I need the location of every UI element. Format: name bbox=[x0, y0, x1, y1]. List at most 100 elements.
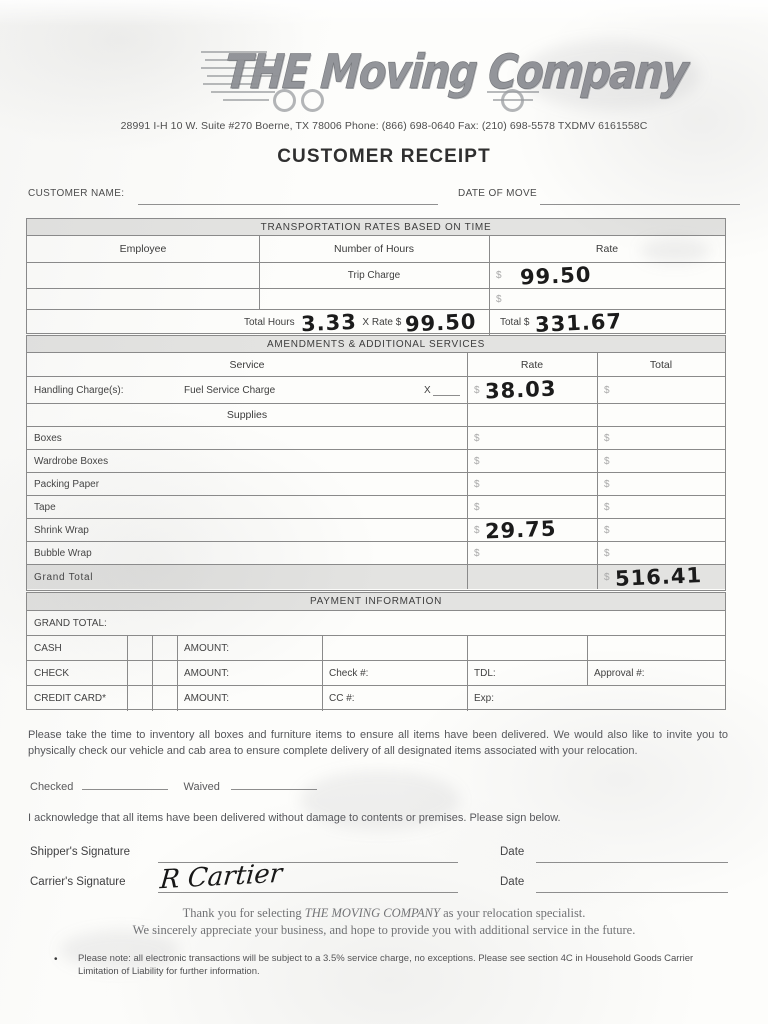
supply-total-currency-symbol: $ bbox=[604, 432, 610, 444]
supply-rate-currency-symbol: $ bbox=[474, 478, 480, 490]
supply-total-cell[interactable]: $ bbox=[597, 496, 725, 518]
payment-band: PAYMENT INFORMATION bbox=[27, 593, 725, 611]
handling-rate-cell[interactable]: $ 38.03 bbox=[467, 376, 597, 403]
payment-grand-total-label: GRAND TOTAL: bbox=[34, 617, 107, 629]
carrier-signature-label: Carrier's Signature bbox=[30, 876, 126, 888]
supplies-subheader-row: Supplies bbox=[27, 404, 725, 427]
electronic-transaction-note-text: Please note: all electronic transactions… bbox=[78, 953, 694, 977]
supply-rate-cell[interactable]: $ bbox=[467, 496, 597, 518]
carrier-signature-value: R Cartier bbox=[158, 858, 284, 896]
payment-approval-group[interactable]: Approval #: bbox=[587, 661, 725, 685]
payment-ref-group[interactable]: Check #: bbox=[322, 661, 467, 685]
customer-name-label: CUSTOMER NAME: bbox=[28, 188, 125, 199]
transportation-row-trip-charge: Trip Charge $ 99.50 bbox=[27, 262, 725, 289]
supply-total-cell[interactable]: $ bbox=[597, 542, 725, 564]
total-hours-group: Total Hours 3.33 X Rate $ 99.50 bbox=[237, 309, 489, 336]
column-header-rate: Rate bbox=[595, 243, 619, 255]
company-address: 28991 I-H 10 W. Suite #270 Boerne, TX 78… bbox=[120, 120, 648, 132]
rate-currency-symbol-2: $ bbox=[496, 293, 502, 305]
payment-band-title: PAYMENT INFORMATION bbox=[309, 596, 442, 607]
supply-total-cell[interactable]: $ bbox=[597, 519, 725, 541]
date-of-move-label: DATE OF MOVE bbox=[458, 188, 538, 199]
payment-row-credit-card: CREDIT CARD* AMOUNT: CC #: Exp: bbox=[27, 686, 725, 711]
column-header-hours: Number of Hours bbox=[334, 243, 414, 255]
payment-extra-group[interactable]: TDL: bbox=[467, 661, 587, 685]
handling-total-cell[interactable]: $ bbox=[597, 377, 725, 403]
supply-total-currency-symbol: $ bbox=[604, 501, 610, 513]
supply-rate-cell[interactable]: $ 29.75 bbox=[467, 516, 597, 543]
handling-charge-label: Handling Charge(s): bbox=[34, 384, 124, 396]
customer-name-input[interactable] bbox=[138, 204, 438, 205]
supply-total-cell[interactable]: $ bbox=[597, 473, 725, 495]
payment-ref-label: CC #: bbox=[329, 693, 355, 704]
grand-total-cell[interactable]: $ 516.41 bbox=[597, 563, 725, 591]
inventory-notice-paragraph: Please take the time to inventory all bo… bbox=[28, 729, 728, 757]
supply-total-cell[interactable]: $ bbox=[597, 450, 725, 472]
rate-currency-symbol: $ bbox=[496, 270, 502, 281]
shipper-signature-input[interactable] bbox=[158, 862, 458, 863]
supply-row-shrink-wrap: Shrink Wrap $ 29.75 $ bbox=[27, 516, 725, 544]
company-logo: THE Moving Company bbox=[0, 40, 768, 112]
transportation-band-title: TRANSPORTATION RATES BASED ON TIME bbox=[260, 222, 492, 233]
payment-grand-total-group[interactable]: GRAND TOTAL: bbox=[27, 611, 725, 635]
thanks-line-2: We sincerely appreciate your business, a… bbox=[132, 923, 636, 937]
waived-input[interactable] bbox=[230, 778, 317, 790]
carrier-signature-input[interactable] bbox=[158, 892, 458, 893]
supply-row-wardrobe-boxes: Wardrobe Boxes $ $ bbox=[27, 450, 725, 473]
supply-rate-cell[interactable]: $ bbox=[467, 427, 597, 449]
payment-grand-total-row: GRAND TOTAL: bbox=[27, 611, 725, 636]
shipper-date-input[interactable] bbox=[536, 862, 728, 863]
payment-amount-label: AMOUNT: bbox=[184, 667, 229, 679]
transportation-totals-row: Total Hours 3.33 X Rate $ 99.50 Total $ … bbox=[27, 309, 725, 337]
supply-row-packing-paper: Packing Paper $ $ bbox=[27, 473, 725, 496]
payment-ref-label: Check #: bbox=[329, 667, 369, 679]
supplies-label: Supplies bbox=[226, 409, 268, 421]
supply-row-bubble-wrap: Bubble Wrap $ $ bbox=[27, 542, 725, 565]
total-label: Total $ bbox=[500, 317, 530, 328]
supply-rate-currency-symbol: $ bbox=[474, 547, 480, 559]
amendments-band: AMENDMENTS & ADDITIONAL SERVICES bbox=[27, 336, 725, 353]
handling-charge-row: Handling Charge(s): Fuel Service Charge … bbox=[27, 376, 725, 404]
column-header-service: Service bbox=[229, 358, 265, 371]
handling-multiplier-input[interactable] bbox=[432, 384, 460, 396]
payment-method-label: CREDIT CARD* bbox=[34, 693, 107, 704]
supply-rate-currency-symbol: $ bbox=[474, 432, 480, 444]
handling-multiplier-group[interactable]: X bbox=[417, 377, 467, 403]
payment-method-label: CHECK bbox=[34, 667, 70, 679]
transportation-row-blank: $ bbox=[27, 289, 725, 310]
payment-method-label: CASH bbox=[34, 642, 62, 654]
supply-total-cell[interactable]: $ bbox=[597, 427, 725, 449]
carrier-date-input[interactable] bbox=[536, 892, 728, 893]
supply-total-currency-symbol: $ bbox=[604, 524, 610, 536]
payment-amount-group[interactable]: AMOUNT: bbox=[177, 686, 322, 711]
total-hours-label: Total Hours bbox=[244, 317, 295, 328]
transportation-band: TRANSPORTATION RATES BASED ON TIME bbox=[27, 219, 725, 236]
supply-rate-cell[interactable]: $ bbox=[467, 542, 597, 564]
checked-label: Checked bbox=[30, 781, 74, 793]
payment-row-cash: CASH AMOUNT: bbox=[27, 636, 725, 661]
payment-ref-group[interactable]: CC #: bbox=[322, 686, 467, 711]
handling-multiplier-label: X bbox=[424, 384, 431, 396]
x-rate-label: X Rate $ bbox=[362, 317, 402, 328]
payment-amount-label: AMOUNT: bbox=[184, 693, 229, 704]
column-header-rate-2: Rate bbox=[520, 358, 544, 371]
supply-rate-cell[interactable]: $ bbox=[467, 450, 597, 472]
payment-amount-group[interactable]: AMOUNT: bbox=[177, 636, 322, 660]
payment-approval-label: Approval #: bbox=[594, 667, 645, 679]
checked-input[interactable] bbox=[82, 778, 169, 790]
supply-total-currency-symbol: $ bbox=[604, 455, 610, 467]
date-of-move-input[interactable] bbox=[540, 204, 740, 205]
payment-amount-group[interactable]: AMOUNT: bbox=[177, 661, 322, 685]
rate-cell-2[interactable]: $ bbox=[489, 289, 725, 309]
rate-cell-trip-charge[interactable]: $ 99.50 bbox=[489, 262, 725, 289]
supply-name: Wardrobe Boxes bbox=[34, 455, 109, 467]
supply-rate-cell[interactable]: $ bbox=[467, 473, 597, 495]
carrier-date-label: Date bbox=[500, 876, 525, 888]
waived-label: Waived bbox=[183, 781, 220, 793]
payment-extra-group[interactable]: Exp: bbox=[467, 686, 725, 711]
supply-rate-currency-symbol: $ bbox=[474, 455, 480, 467]
supply-row-tape: Tape $ $ bbox=[27, 496, 725, 519]
grand-total-label: Grand Total bbox=[34, 571, 94, 583]
payment-amount-label: AMOUNT: bbox=[184, 642, 229, 654]
